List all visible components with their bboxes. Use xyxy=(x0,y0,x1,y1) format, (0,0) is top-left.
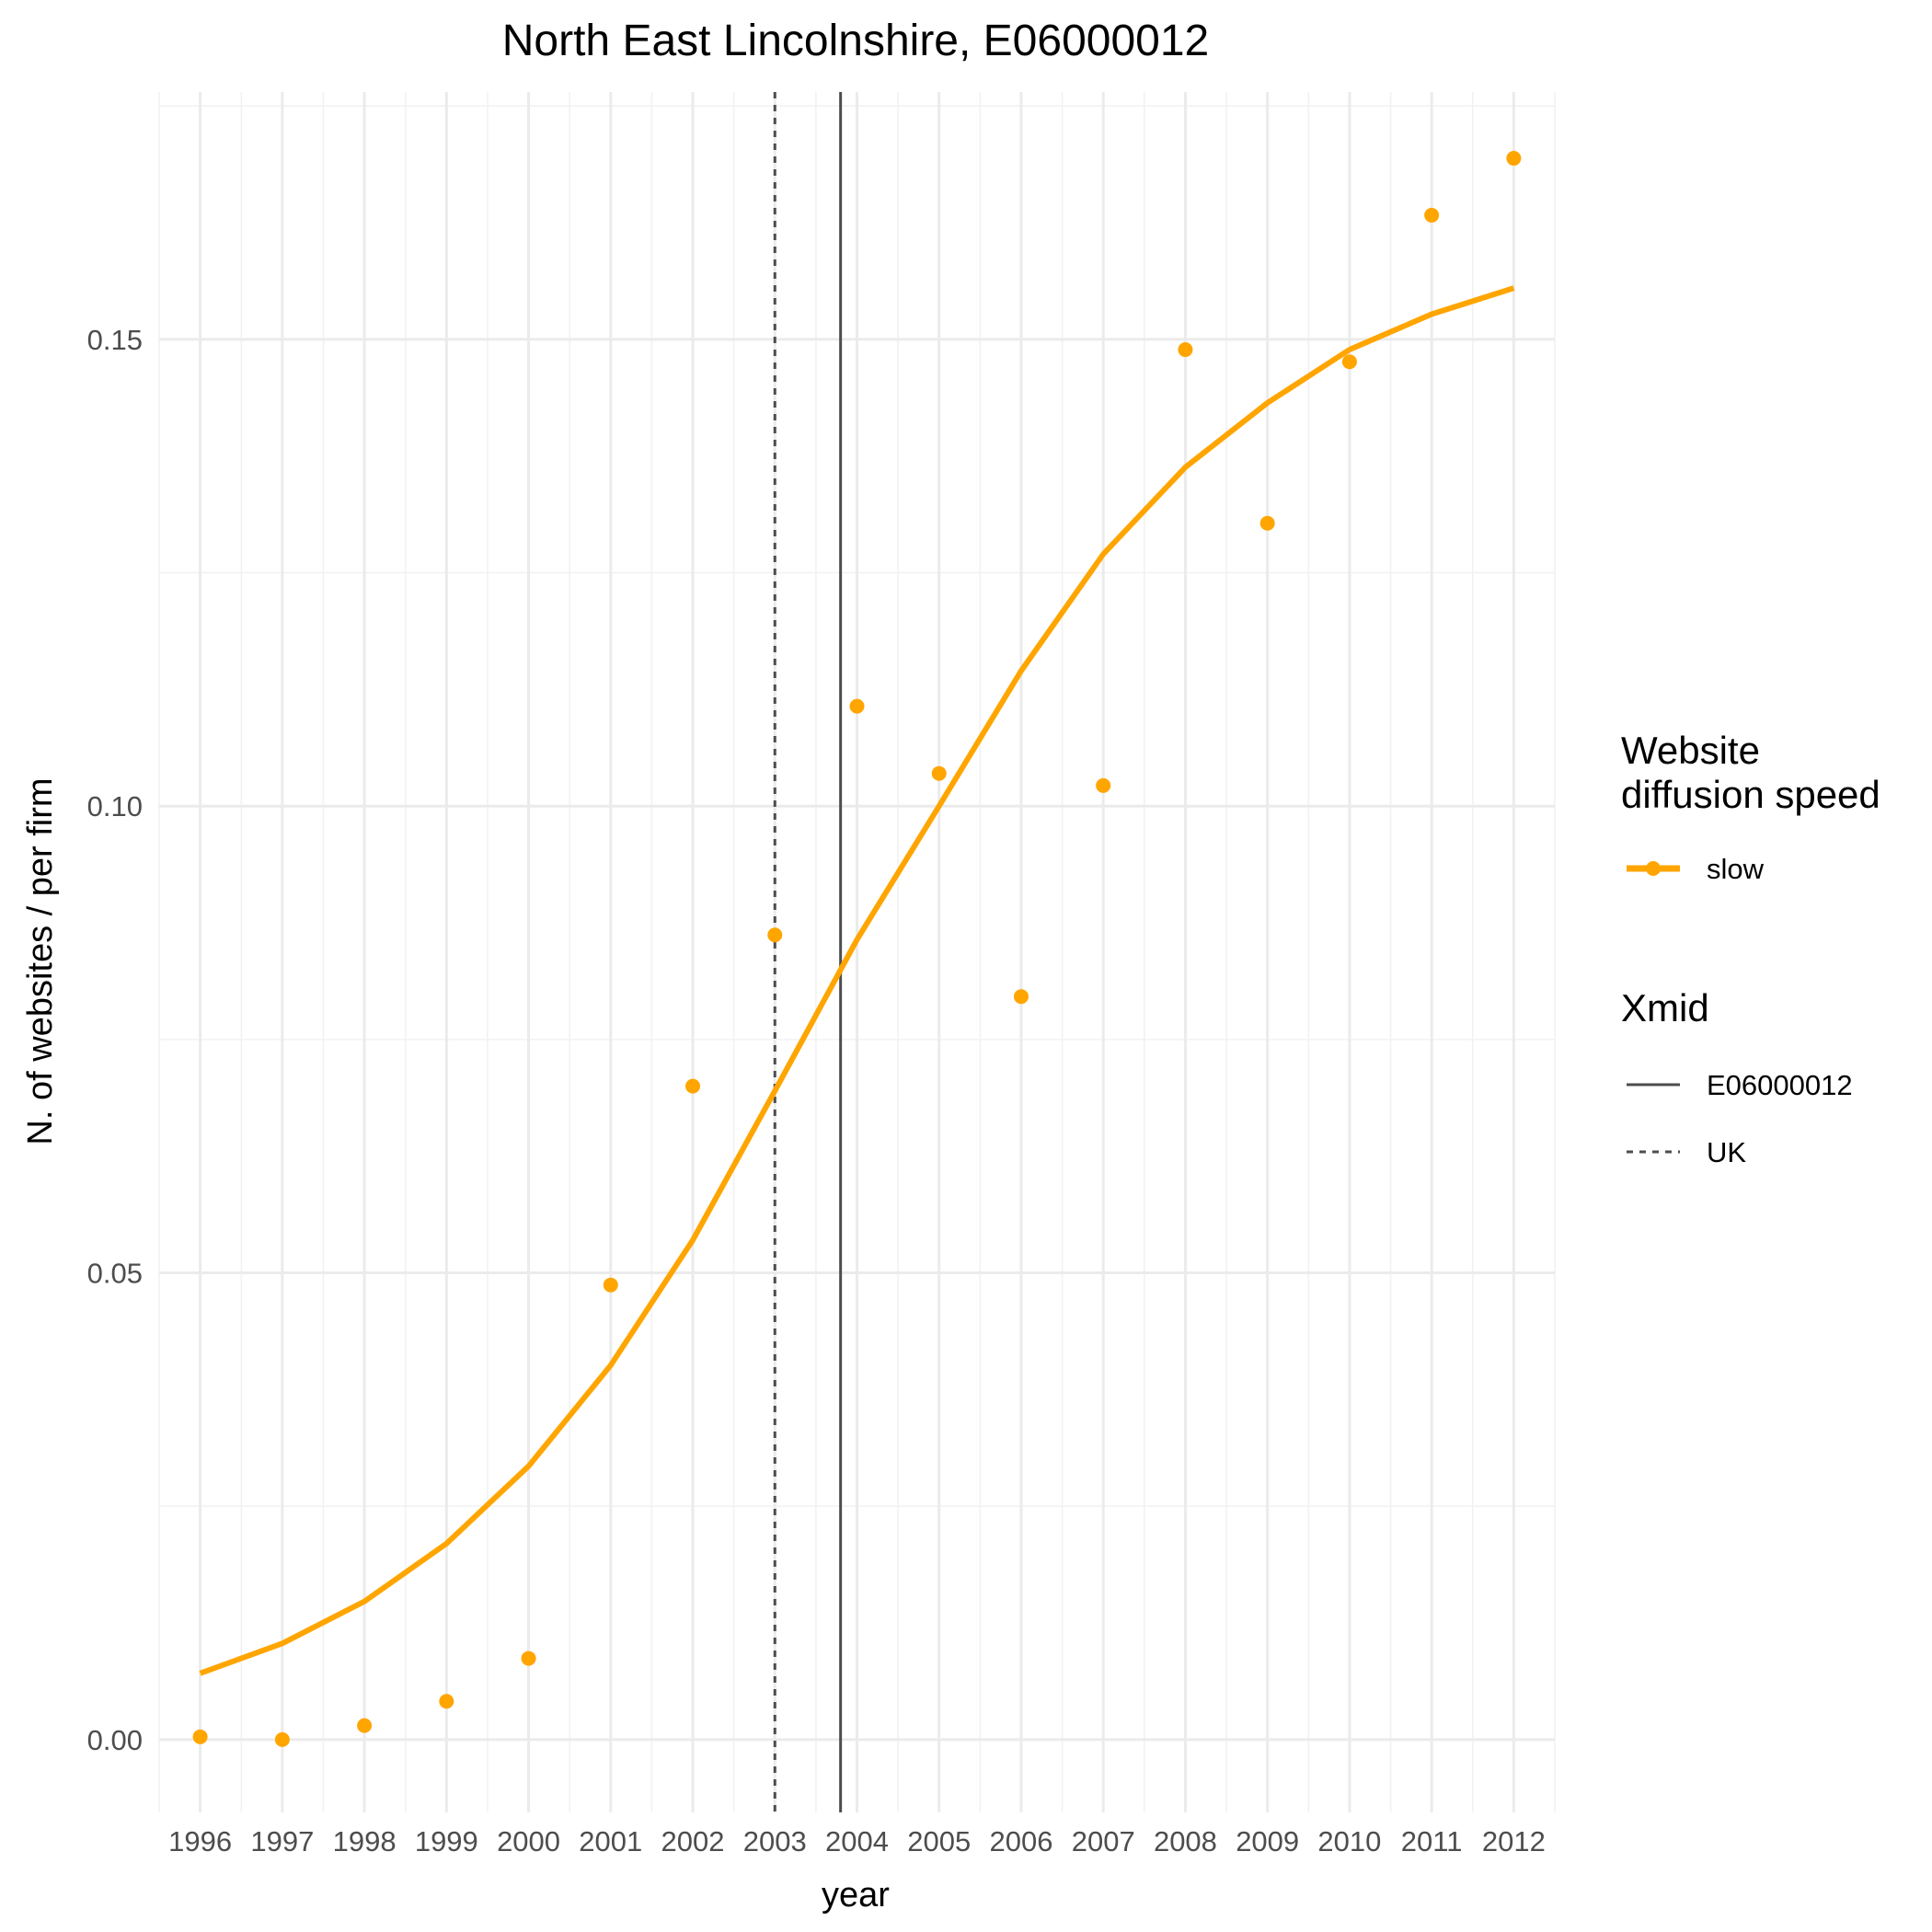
y-tick-label: 0.05 xyxy=(87,1258,143,1290)
data-point-slow xyxy=(767,927,783,943)
x-tick-label: 2003 xyxy=(743,1825,807,1857)
y-tick-label: 0.10 xyxy=(87,790,143,822)
data-point-slow xyxy=(521,1650,536,1666)
plot-area xyxy=(158,92,1556,1812)
x-tick-label: 2002 xyxy=(661,1825,725,1857)
data-point-slow xyxy=(1096,777,1111,793)
data-point-slow xyxy=(357,1718,373,1733)
y-tick-label: 0.15 xyxy=(87,324,143,356)
legend-key-slow-point xyxy=(1646,861,1661,876)
chart-title: North East Lincolnshire, E06000012 xyxy=(502,17,1210,65)
legend-title-speed-line1: Website xyxy=(1621,729,1760,772)
data-point-slow xyxy=(1178,342,1193,358)
x-axis-tick-labels: 1996 1997 1998 1999 2000 2001 2002 2003 2004 2005… xyxy=(168,1825,1546,1857)
fit-line-slow xyxy=(199,285,1515,1676)
legend: Website diffusion speed slow Xmid E06000… xyxy=(1621,729,1880,1168)
x-tick-label: 2001 xyxy=(579,1825,642,1857)
data-point-slow xyxy=(1341,354,1357,370)
x-tick-label: 2008 xyxy=(1154,1825,1217,1857)
fitted-curves xyxy=(199,285,1515,1676)
data-point-slow xyxy=(192,1729,208,1744)
x-tick-label: 2010 xyxy=(1317,1825,1381,1857)
x-tick-label: 2000 xyxy=(497,1825,560,1857)
x-tick-label: 2012 xyxy=(1482,1825,1546,1857)
data-point-slow xyxy=(849,698,865,714)
data-point-slow xyxy=(1506,151,1522,167)
x-tick-label: 1998 xyxy=(333,1825,397,1857)
data-point-slow xyxy=(1013,989,1029,1005)
x-tick-label: 2007 xyxy=(1072,1825,1135,1857)
legend-label-slow: slow xyxy=(1707,853,1765,885)
legend-title-xmid: Xmid xyxy=(1621,986,1709,1029)
x-tick-label: 2009 xyxy=(1236,1825,1299,1857)
legend-label-uk: UK xyxy=(1707,1136,1746,1168)
data-point-slow xyxy=(274,1731,290,1747)
x-tick-label: 1999 xyxy=(415,1825,478,1857)
data-points xyxy=(192,151,1522,1747)
x-tick-label: 2005 xyxy=(907,1825,971,1857)
xmid-reference-lines xyxy=(773,92,843,1812)
data-point-slow xyxy=(931,765,947,781)
major-x-gridlines xyxy=(199,92,1515,1812)
x-tick-label: 2004 xyxy=(825,1825,889,1857)
x-tick-label: 2006 xyxy=(989,1825,1052,1857)
x-tick-label: 2011 xyxy=(1401,1825,1463,1857)
y-axis-title: N. of websites / per firm xyxy=(21,777,60,1144)
data-point-slow xyxy=(603,1277,618,1293)
legend-label-e06000012: E06000012 xyxy=(1707,1069,1853,1101)
data-point-slow xyxy=(439,1694,454,1709)
x-tick-label: 1996 xyxy=(168,1825,232,1857)
y-axis-tick-labels: 0.00 0.05 0.10 0.15 xyxy=(87,324,143,1756)
x-axis-title: year xyxy=(822,1876,890,1915)
x-tick-label: 1997 xyxy=(250,1825,314,1857)
data-point-slow xyxy=(685,1078,701,1094)
legend-title-speed-line2: diffusion speed xyxy=(1621,773,1880,816)
y-tick-label: 0.00 xyxy=(87,1724,143,1756)
data-point-slow xyxy=(1259,515,1275,531)
minor-x-gridlines xyxy=(158,92,1556,1812)
data-point-slow xyxy=(1424,207,1440,223)
